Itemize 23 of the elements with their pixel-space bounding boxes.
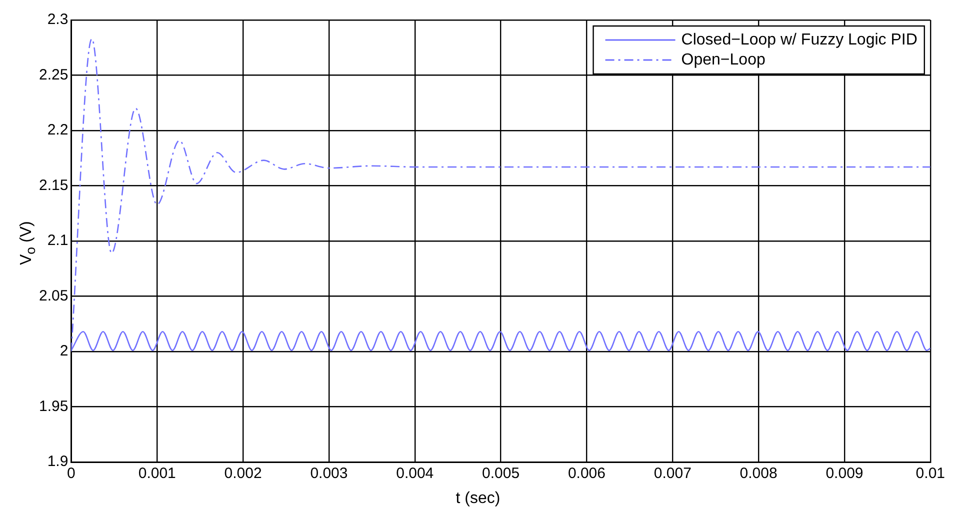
y-tick-label: 2.3 xyxy=(47,11,68,28)
y-tick-label: 1.9 xyxy=(47,453,68,470)
y-tick-label: 2.05 xyxy=(38,287,68,304)
y-tick-label: 2.25 xyxy=(38,66,68,84)
x-tick-label: 0.007 xyxy=(654,465,692,482)
x-tick-label: 0.005 xyxy=(482,465,520,482)
legend-label: Open−Loop xyxy=(681,51,766,68)
y-tick-label: 2.2 xyxy=(47,122,68,139)
x-tick-label: 0.001 xyxy=(138,465,176,482)
x-tick-label: 0 xyxy=(67,465,76,482)
x-tick-label: 0.002 xyxy=(224,465,262,482)
x-tick-label: 0.004 xyxy=(396,465,434,482)
x-tick-label: 0.003 xyxy=(310,465,348,482)
x-tick-label: 0.008 xyxy=(740,465,778,482)
x-tick-label: 0.009 xyxy=(826,465,864,482)
x-axis-title: t (sec) xyxy=(454,490,502,508)
y-tick-label: 2.1 xyxy=(47,232,68,250)
y-tick-label: 1.95 xyxy=(38,398,68,415)
x-tick-label: 0.006 xyxy=(568,465,606,482)
legend-label: Closed−Loop w/ Fuzzy Logic PID xyxy=(681,31,918,48)
x-tick-label: 0.01 xyxy=(916,465,946,482)
y-tick-label: 2 xyxy=(60,342,68,360)
y-tick-label: 2.15 xyxy=(38,176,68,194)
